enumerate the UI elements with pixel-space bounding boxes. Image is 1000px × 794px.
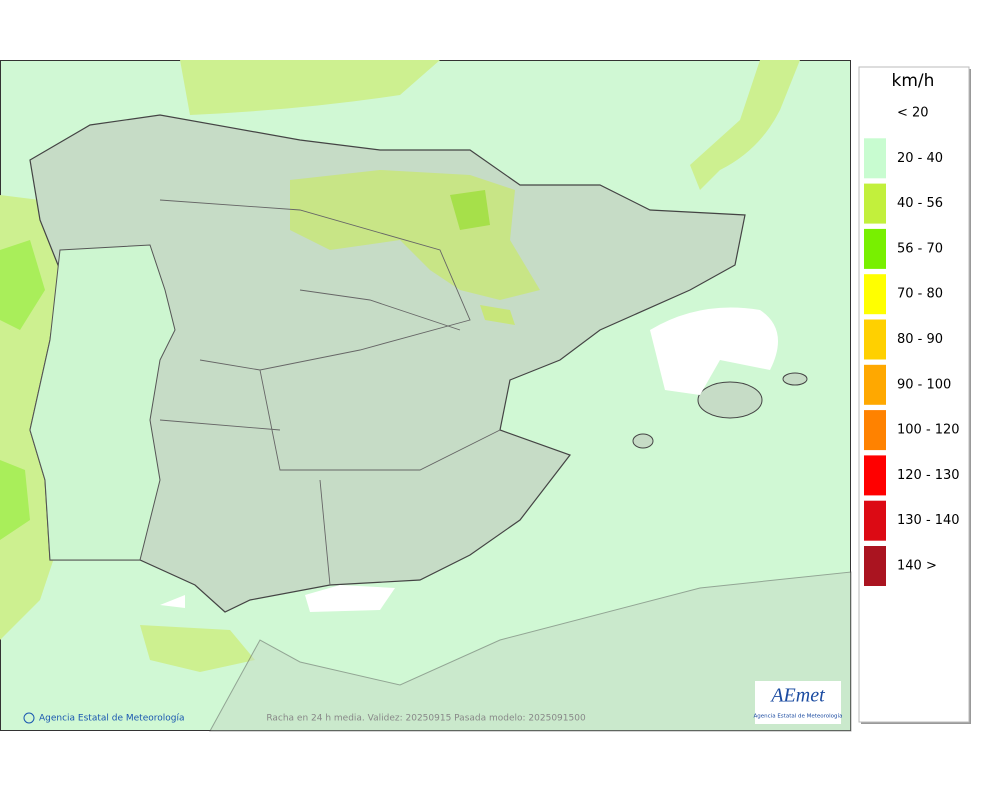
wind-area [0,460,30,540]
legend-title: km/h [892,71,935,91]
wind-area [0,60,440,115]
legend-label: 120 - 130 [897,468,960,483]
legend-label: 90 - 100 [897,377,951,392]
wind-area [690,60,800,190]
legend-label: 140 > [897,559,937,574]
island [782,372,808,386]
wind-area [480,305,515,325]
legend: km/h < 20 20 - 40 40 - 56 56 - 70 70 - 80 80 … [858,66,971,724]
wind-area [0,240,45,330]
legend-swatch [864,183,886,224]
map: Agencia Estatal de Meteorología Racha en… [0,60,852,732]
wind-area [450,190,490,230]
legend-swatch [864,138,886,179]
legend-label: 20 - 40 [897,151,943,166]
legend-swatch [864,228,886,269]
province-border [159,199,501,586]
legend-label: 80 - 90 [897,332,943,347]
logo-subtitle: Agencia Estatal de Meteorología [754,713,843,720]
calm-area [160,595,185,608]
copyright-icon [23,712,35,724]
wind-area [140,625,255,672]
island [632,433,654,449]
island [697,381,763,419]
legend-swatch [864,274,886,315]
legend-swatch [864,319,886,360]
legend-swatch [864,546,886,586]
calm-area [650,307,778,395]
portugal [29,244,176,561]
legend-label: 130 - 140 [897,513,960,528]
logo-name: AEmet [769,685,825,707]
legend-swatch [864,410,886,451]
legend-label: 70 - 80 [897,287,943,302]
legend-swatch [864,455,886,496]
legend-swatch [864,500,886,541]
logo-box [755,681,841,724]
legend-swatch [864,364,886,405]
caption: Racha en 24 h media. Validez: 20250915 P… [266,714,586,724]
legend-label: < 20 [897,106,929,121]
credit: Agencia Estatal de Meteorología [39,714,185,724]
calm-area [305,585,395,612]
legend-label: 56 - 70 [897,241,943,256]
legend-label: 40 - 56 [897,196,943,211]
africa [209,571,852,732]
legend-label: 100 - 120 [897,423,960,438]
